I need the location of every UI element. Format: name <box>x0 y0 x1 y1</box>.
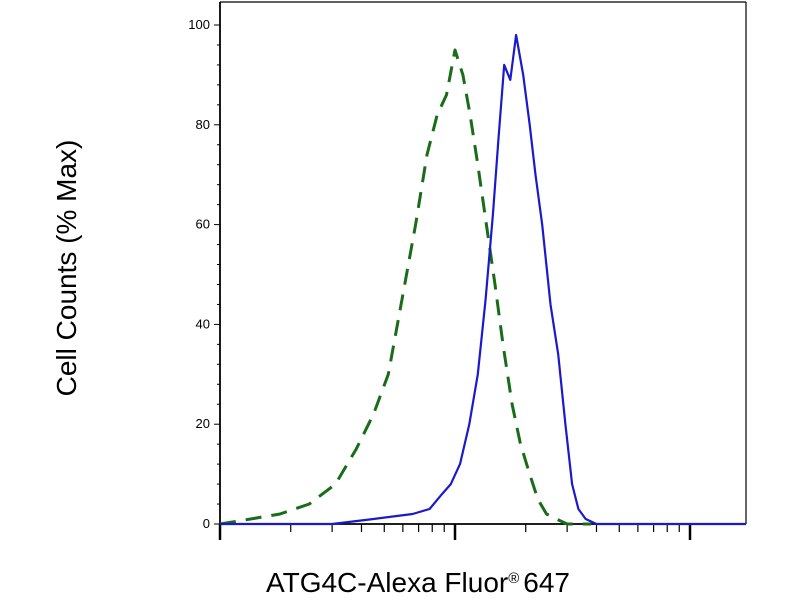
y-tick-label: 80 <box>196 117 210 132</box>
y-tick-label: 100 <box>188 17 210 32</box>
y-tick-label: 0 <box>203 516 210 531</box>
y-axis-ticks: 0 20 40 60 80 100 <box>188 17 220 531</box>
x-axis-title-superscript: ® <box>508 570 519 587</box>
x-axis-ticks <box>218 524 692 540</box>
y-tick-label: 20 <box>196 416 210 431</box>
y-axis-title: Cell Counts (% Max) <box>51 140 82 397</box>
plot-frame <box>219 1 747 525</box>
series-line-dashed-green <box>219 48 592 526</box>
y-tick-label: 40 <box>196 316 210 331</box>
x-axis-title-suffix: 647 <box>523 567 570 598</box>
x-axis-title-main: ATG4C-Alexa Fluor <box>266 567 508 598</box>
series-layer <box>219 33 746 526</box>
y-tick-label: 60 <box>196 217 210 232</box>
series-line-solid-blue <box>220 33 746 526</box>
x-axis-title: ATG4C-Alexa Fluor® 647 <box>266 567 570 598</box>
